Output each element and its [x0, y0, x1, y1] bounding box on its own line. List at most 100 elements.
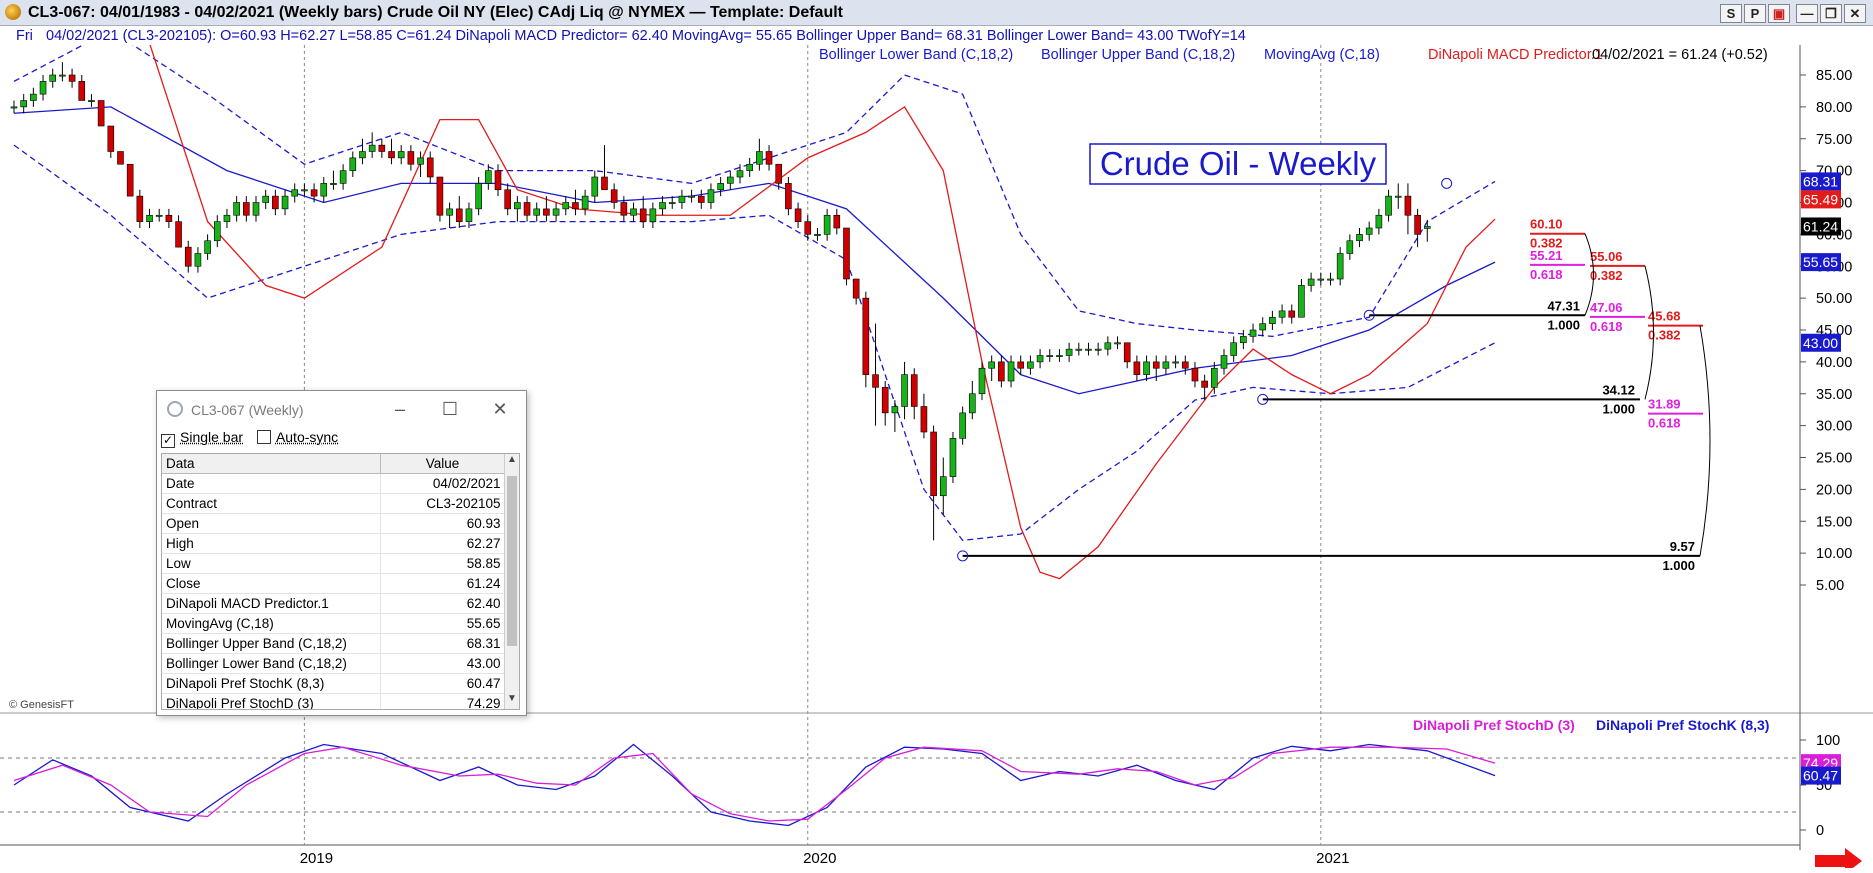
candle-body[interactable]	[746, 163, 753, 171]
scrollbar-thumb[interactable]	[507, 476, 517, 646]
candle-body[interactable]	[243, 202, 250, 216]
scroll-down-icon[interactable]: ▼	[507, 693, 517, 704]
candle-body[interactable]	[368, 144, 376, 152]
candle-body[interactable]	[20, 100, 27, 108]
table-row[interactable]: Open 60.93	[162, 513, 505, 534]
column-header-data[interactable]: Data	[162, 454, 381, 474]
candle-body[interactable]	[1172, 361, 1179, 364]
candle-body[interactable]	[262, 195, 269, 203]
candle-body[interactable]	[823, 214, 831, 235]
candle-body[interactable]	[610, 189, 618, 203]
candle-body[interactable]	[417, 157, 424, 165]
candle-body[interactable]	[717, 183, 724, 191]
data-window[interactable]: CL3-067 (Weekly) – ☐ ✕ ✓ Single bar Auto-…	[156, 390, 527, 716]
candle-body[interactable]	[533, 208, 541, 216]
candle-body[interactable]	[794, 208, 802, 222]
candle-body[interactable]	[175, 221, 182, 248]
candle-body[interactable]	[1317, 278, 1325, 281]
table-row[interactable]: DiNapoli Pref StochD (3) 74.29	[162, 693, 505, 709]
candle-body[interactable]	[891, 406, 899, 414]
candle-body[interactable]	[862, 297, 870, 375]
candle-body[interactable]	[630, 208, 637, 216]
candle-body[interactable]	[1162, 361, 1170, 369]
single-bar-checkbox[interactable]: ✓	[161, 433, 175, 448]
candle-body[interactable]	[939, 476, 947, 497]
candle-body[interactable]	[649, 208, 657, 222]
candle-body[interactable]	[1298, 285, 1305, 318]
minimize-button[interactable]: —	[1796, 4, 1818, 23]
table-row[interactable]: Bollinger Lower Band (C,18,2) 43.00	[162, 653, 505, 674]
table-row[interactable]: MovingAvg (C,18) 55.65	[162, 613, 505, 634]
candle-body[interactable]	[1240, 336, 1247, 344]
candle-body[interactable]	[281, 195, 289, 210]
candle-body[interactable]	[1269, 316, 1276, 324]
candle-body[interactable]	[291, 189, 299, 197]
candle-body[interactable]	[349, 157, 357, 171]
candle-body[interactable]	[68, 74, 76, 82]
candle-body[interactable]	[1085, 348, 1092, 351]
candle-body[interactable]	[1143, 361, 1150, 375]
table-row[interactable]: Low 58.85	[162, 553, 505, 574]
candle-body[interactable]	[436, 176, 444, 216]
candle-body[interactable]	[639, 208, 647, 222]
close-button[interactable]: ✕	[1844, 4, 1866, 23]
candle-body[interactable]	[39, 81, 47, 95]
candle-body[interactable]	[659, 202, 666, 210]
candle-body[interactable]	[1056, 355, 1063, 358]
candle-body[interactable]	[1423, 226, 1431, 229]
candle-body[interactable]	[407, 151, 415, 165]
data-window-close-button[interactable]: ✕	[492, 399, 508, 419]
auto-sync-checkbox[interactable]	[256, 430, 271, 444]
candle-body[interactable]	[736, 170, 744, 178]
candle-body[interactable]	[30, 93, 37, 101]
auto-sync-label[interactable]: Auto-sync	[275, 429, 339, 445]
candle-body[interactable]	[1385, 195, 1392, 216]
candle-body[interactable]	[330, 183, 337, 185]
candle-body[interactable]	[1007, 361, 1015, 382]
candle-body[interactable]	[988, 361, 995, 369]
candle-body[interactable]	[320, 183, 328, 197]
candle-body[interactable]	[1288, 310, 1296, 318]
candle-body[interactable]	[852, 278, 860, 299]
candle-body[interactable]	[485, 170, 492, 184]
data-window-minimize-button[interactable]: –	[394, 399, 405, 419]
candle-body[interactable]	[339, 170, 347, 184]
candle-body[interactable]	[1356, 234, 1363, 242]
candle-body[interactable]	[136, 195, 144, 222]
table-row[interactable]: Contract CL3-202105	[162, 493, 505, 514]
candle-body[interactable]	[727, 176, 734, 184]
candle-body[interactable]	[184, 246, 192, 267]
candle-body[interactable]	[1414, 214, 1421, 235]
candle-body[interactable]	[785, 183, 792, 210]
candle-body[interactable]	[126, 163, 134, 197]
candle-body[interactable]	[1123, 342, 1131, 363]
candle-body[interactable]	[310, 189, 318, 197]
candle-body[interactable]	[1230, 342, 1237, 356]
candle-body[interactable]	[233, 202, 240, 216]
candle-body[interactable]	[562, 202, 570, 210]
candle-body[interactable]	[1220, 355, 1228, 369]
scroll-right-arrow-icon[interactable]	[1815, 848, 1862, 873]
restore-button[interactable]: ❐	[1820, 4, 1842, 23]
candle-body[interactable]	[1375, 214, 1383, 229]
scroll-up-icon[interactable]: ▲	[507, 454, 517, 465]
candle-body[interactable]	[10, 106, 18, 109]
candle-body[interactable]	[1046, 355, 1054, 358]
candle-body[interactable]	[581, 195, 589, 210]
candle-body[interactable]	[1201, 380, 1208, 388]
chart-area[interactable]: 9.57 1.000 34.12 1.000 47.31 1.000 60.10 0.382 5…	[0, 17, 1873, 873]
candle-body[interactable]	[1114, 342, 1121, 345]
p-button[interactable]: P	[1744, 4, 1766, 23]
candle-body[interactable]	[881, 387, 889, 414]
candle-body[interactable]	[552, 208, 560, 216]
template-button[interactable]: ▣	[1768, 4, 1790, 23]
candle-body[interactable]	[155, 214, 163, 217]
column-header-value[interactable]: Value	[380, 454, 505, 474]
table-row[interactable]: Close 61.24	[162, 573, 505, 594]
candle-body[interactable]	[910, 374, 918, 407]
candle-body[interactable]	[523, 202, 531, 216]
candle-body[interactable]	[475, 183, 482, 210]
candle-body[interactable]	[920, 406, 928, 433]
candle-body[interactable]	[949, 438, 957, 477]
candle-body[interactable]	[707, 189, 715, 203]
